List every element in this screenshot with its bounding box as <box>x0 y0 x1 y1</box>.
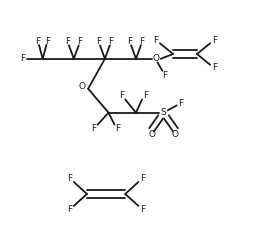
Text: F: F <box>109 38 114 46</box>
Text: F: F <box>36 37 41 46</box>
Text: F: F <box>212 63 217 72</box>
Text: O: O <box>148 130 155 139</box>
Text: F: F <box>20 54 25 63</box>
Text: O: O <box>79 82 86 91</box>
Text: F: F <box>67 174 72 183</box>
Text: F: F <box>140 174 145 183</box>
Text: F: F <box>45 37 50 46</box>
Text: F: F <box>65 38 70 46</box>
Text: O: O <box>153 54 160 63</box>
Text: F: F <box>96 38 101 46</box>
Text: F: F <box>127 38 132 46</box>
Text: F: F <box>77 38 82 46</box>
Text: F: F <box>140 38 145 46</box>
Text: F: F <box>140 205 145 214</box>
Text: F: F <box>116 124 120 133</box>
Text: F: F <box>91 124 96 133</box>
Text: F: F <box>162 71 167 80</box>
Text: F: F <box>67 205 72 214</box>
Text: F: F <box>120 91 125 100</box>
Text: F: F <box>143 91 148 100</box>
Text: F: F <box>178 98 183 107</box>
Text: F: F <box>212 36 217 45</box>
Text: F: F <box>153 36 158 45</box>
Text: S: S <box>161 108 166 117</box>
Text: O: O <box>172 130 179 139</box>
